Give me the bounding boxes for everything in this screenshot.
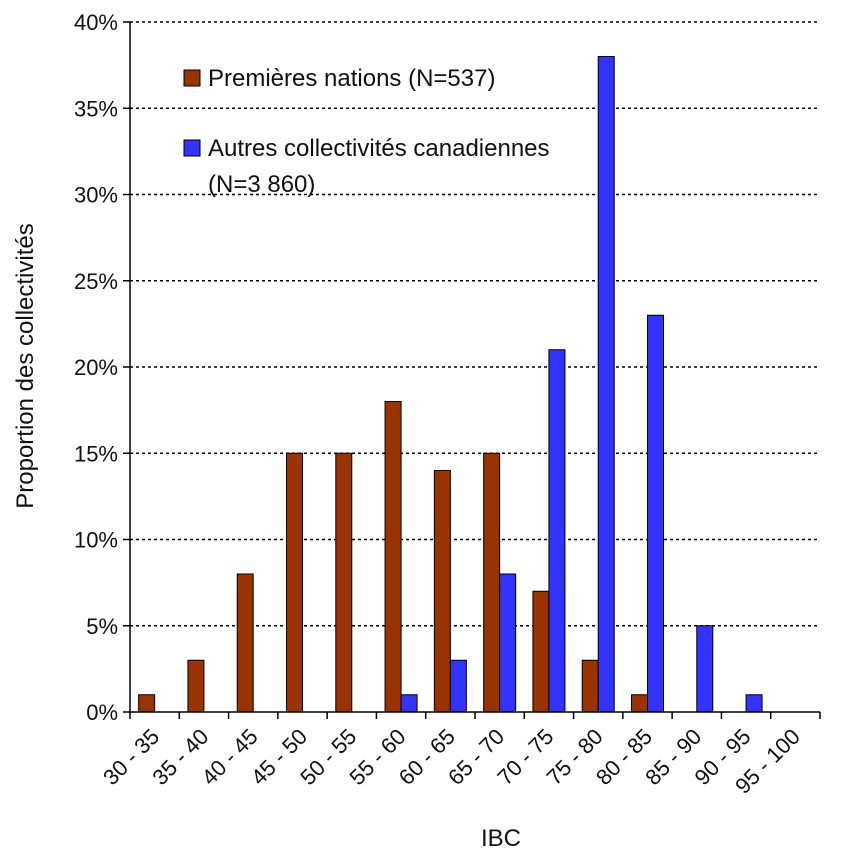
bar-premieres-nations-80-85 [631,694,648,713]
bar-autres-collectivites-55-60 [400,694,418,713]
bar-autres-collectivites-70-75 [548,349,566,713]
bar-premieres-nations-50-55 [335,452,353,713]
legend-swatch-autres-collectivites [183,139,201,157]
bar-autres-collectivites-75-80 [597,56,615,713]
bar-premieres-nations-70-75 [532,590,550,713]
legend-label-autres-collectivites-line2: (N=3 860) [208,171,315,198]
bars [138,56,763,713]
y-tick-label: 40% [74,10,118,35]
bar-autres-collectivites-80-85 [647,314,664,713]
y-tick-label: 10% [74,528,118,553]
bar-autres-collectivites-60-65 [449,659,467,713]
y-tick-label: 15% [74,441,118,466]
legend: Premières nations (N=537) Autres collect… [183,65,550,198]
bar-premieres-nations-40-45 [236,573,254,713]
bar-premieres-nations-75-80 [581,659,599,713]
y-tick-label: 20% [74,355,118,380]
legend-label-premieres-nations: Premières nations (N=537) [208,65,495,92]
bar-premieres-nations-65-70 [483,452,501,713]
y-tick-label: 0% [86,700,118,725]
bar-premieres-nations-60-65 [433,470,451,713]
y-tick-label: 30% [74,183,118,208]
x-axis-title: IBC [481,825,521,851]
legend-label-autres-collectivites-line1: Autres collectivités canadiennes [208,135,550,162]
bar-autres-collectivites-65-70 [499,573,517,713]
axes [123,21,821,719]
bar-premieres-nations-30-35 [138,694,156,713]
y-tick-labels: 0% 5% 10% 15% 20% 25% 30% 35% 40% [74,10,118,725]
bar-autres-collectivites-85-90 [696,625,714,713]
bar-premieres-nations-35-40 [187,659,205,713]
gridlines [130,21,820,627]
bar-premieres-nations-55-60 [384,401,402,713]
bar-autres-collectivites-90-95 [745,694,763,713]
bar-premieres-nations-45-50 [286,452,303,713]
legend-swatch-premieres-nations [183,69,201,87]
y-tick-label: 35% [74,96,118,121]
y-tick-label: 25% [74,269,118,294]
y-tick-label: 5% [86,614,118,639]
y-axis-title: Proportion des collectivités [12,223,39,508]
